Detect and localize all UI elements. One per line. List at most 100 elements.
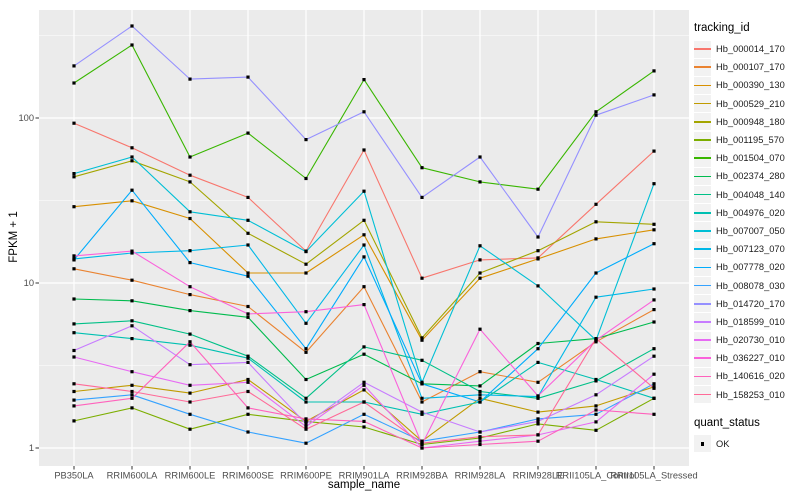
legend-entry-label: Hb_001504_070 xyxy=(716,153,785,164)
data-point-marker xyxy=(362,412,366,416)
data-point-marker xyxy=(246,271,250,275)
data-point-marker xyxy=(362,233,366,237)
data-point-marker xyxy=(362,189,366,193)
data-point-marker xyxy=(304,417,308,421)
data-point-marker xyxy=(72,81,76,85)
legend-key xyxy=(694,58,711,76)
data-point-marker xyxy=(188,391,192,395)
data-point-marker xyxy=(594,408,598,412)
legend-entry-label: Hb_000390_130 xyxy=(716,80,785,91)
data-point-marker xyxy=(652,386,656,390)
legend-entry: Hb_001195_570 xyxy=(694,131,800,149)
data-point-marker xyxy=(594,202,598,206)
legend-key-line xyxy=(694,248,711,250)
data-point-marker xyxy=(246,380,250,384)
data-point-marker xyxy=(594,113,598,117)
legend-key xyxy=(694,240,711,258)
data-point-marker xyxy=(420,382,424,386)
data-point-marker xyxy=(188,173,192,177)
data-point-marker xyxy=(188,155,192,159)
data-point-marker xyxy=(246,356,250,360)
tracking-id-legend-entries: Hb_000014_170 Hb_000107_170 Hb_000390_130 H… xyxy=(694,40,800,404)
legend-key xyxy=(694,131,711,149)
data-point-marker xyxy=(420,446,424,450)
data-point-marker xyxy=(304,347,308,351)
data-point-marker xyxy=(362,148,366,152)
legend-key xyxy=(694,222,711,240)
legend-entry: Hb_036227_010 xyxy=(694,349,800,367)
data-point-marker xyxy=(420,338,424,342)
data-point-marker xyxy=(246,304,250,309)
data-point-marker xyxy=(304,250,308,254)
data-point-marker xyxy=(72,172,76,176)
data-point-marker xyxy=(420,195,424,199)
data-point-marker xyxy=(72,258,76,262)
data-point-marker xyxy=(652,320,656,324)
legend-entry-label: Hb_004048_140 xyxy=(716,189,785,200)
legend-key xyxy=(694,313,711,331)
data-point-marker xyxy=(594,271,598,275)
legend-entry-label: Hb_008078_030 xyxy=(716,280,785,291)
data-point-marker xyxy=(420,396,424,400)
data-point-marker xyxy=(130,249,134,253)
x-tick-label: RRII105LA_Control xyxy=(556,471,637,481)
data-point-marker xyxy=(72,382,76,386)
data-point-marker xyxy=(188,249,192,253)
legend-entry: Hb_140616_020 xyxy=(694,367,800,385)
data-point-marker xyxy=(72,322,76,326)
ok-label: OK xyxy=(716,438,730,449)
data-point-marker xyxy=(130,383,134,387)
legend-key-line xyxy=(694,193,711,196)
legend-key-line xyxy=(694,211,711,214)
data-point-marker xyxy=(362,345,366,349)
data-point-marker xyxy=(478,435,482,439)
data-point-marker xyxy=(72,348,76,353)
data-point-marker xyxy=(594,337,598,341)
legend-key-line xyxy=(694,175,711,178)
data-point-marker xyxy=(188,77,192,81)
data-point-marker xyxy=(188,412,192,416)
data-point-marker xyxy=(304,427,308,431)
data-point-marker xyxy=(246,274,250,278)
legend-key-line xyxy=(694,266,711,269)
data-point-marker xyxy=(536,419,540,423)
legend-key-line xyxy=(694,321,711,323)
legend-key-line xyxy=(694,66,711,69)
legend-key xyxy=(694,367,711,385)
data-point-marker xyxy=(72,419,76,423)
legend-key xyxy=(694,40,711,58)
data-point-marker xyxy=(130,24,134,28)
data-point-marker xyxy=(478,327,482,331)
data-point-marker xyxy=(72,404,76,408)
data-point-marker xyxy=(362,425,366,429)
data-point-marker xyxy=(188,309,192,313)
legend-key xyxy=(694,349,711,367)
legend-entry: Hb_004976_020 xyxy=(694,204,800,222)
legend-key xyxy=(694,76,711,94)
data-point-marker xyxy=(188,293,192,297)
data-point-marker xyxy=(246,430,250,434)
legend-key-line xyxy=(694,357,711,360)
data-point-marker xyxy=(594,404,598,408)
data-point-marker xyxy=(304,424,308,429)
data-point-marker xyxy=(652,354,656,358)
data-point-marker xyxy=(420,439,424,443)
data-point-marker xyxy=(536,396,540,400)
legend-key xyxy=(694,95,711,113)
data-point-marker xyxy=(362,380,366,384)
data-point-marker xyxy=(304,419,308,423)
legend-entry: Hb_000390_130 xyxy=(694,76,800,94)
data-point-marker xyxy=(72,121,76,125)
data-point-marker xyxy=(304,138,308,142)
legend-entry-label: Hb_140616_020 xyxy=(716,371,785,382)
data-point-marker xyxy=(130,319,134,323)
data-point-marker xyxy=(652,222,656,226)
data-point-marker xyxy=(130,393,134,397)
legend-entry-label: Hb_036227_010 xyxy=(716,353,785,364)
legend-entry: Hb_000014_170 xyxy=(694,40,800,58)
data-point-marker xyxy=(652,347,656,351)
legend-entry: Hb_002374_280 xyxy=(694,167,800,185)
data-point-marker xyxy=(478,400,482,404)
legend-key-line xyxy=(694,302,711,305)
data-point-marker xyxy=(72,389,76,394)
